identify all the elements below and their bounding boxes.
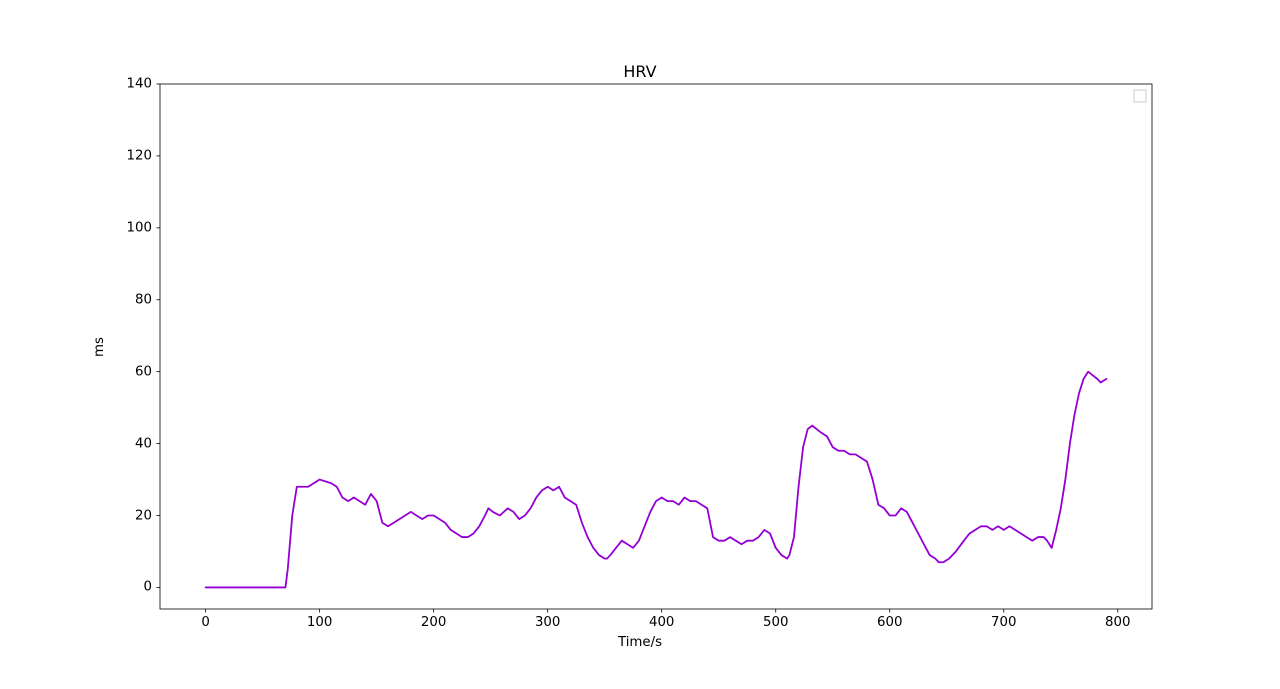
y-tick-label: 100 (127, 220, 152, 235)
x-tick-label: 800 (1105, 615, 1130, 630)
y-tick-label: 120 (127, 148, 152, 163)
y-axis-label: ms (92, 337, 107, 357)
y-tick-label: 0 (144, 580, 152, 595)
x-tick-label: 200 (421, 615, 446, 630)
x-tick-label: 700 (991, 615, 1016, 630)
x-tick-label: 400 (649, 615, 674, 630)
figure: HRV ms Time/s 01002003004005006007008000… (0, 0, 1280, 689)
x-tick-label: 300 (535, 615, 560, 630)
y-tick-label: 80 (135, 292, 152, 307)
y-tick-label: 20 (135, 508, 152, 523)
hrv-line-chart (0, 0, 1280, 689)
y-tick-label: 140 (127, 77, 152, 92)
x-tick-label: 100 (307, 615, 332, 630)
y-tick-label: 60 (135, 364, 152, 379)
x-axis-label: Time/s (0, 635, 1280, 650)
x-tick-label: 600 (877, 615, 902, 630)
x-tick-label: 0 (201, 615, 209, 630)
y-tick-label: 40 (135, 436, 152, 451)
x-tick-label: 500 (763, 615, 788, 630)
